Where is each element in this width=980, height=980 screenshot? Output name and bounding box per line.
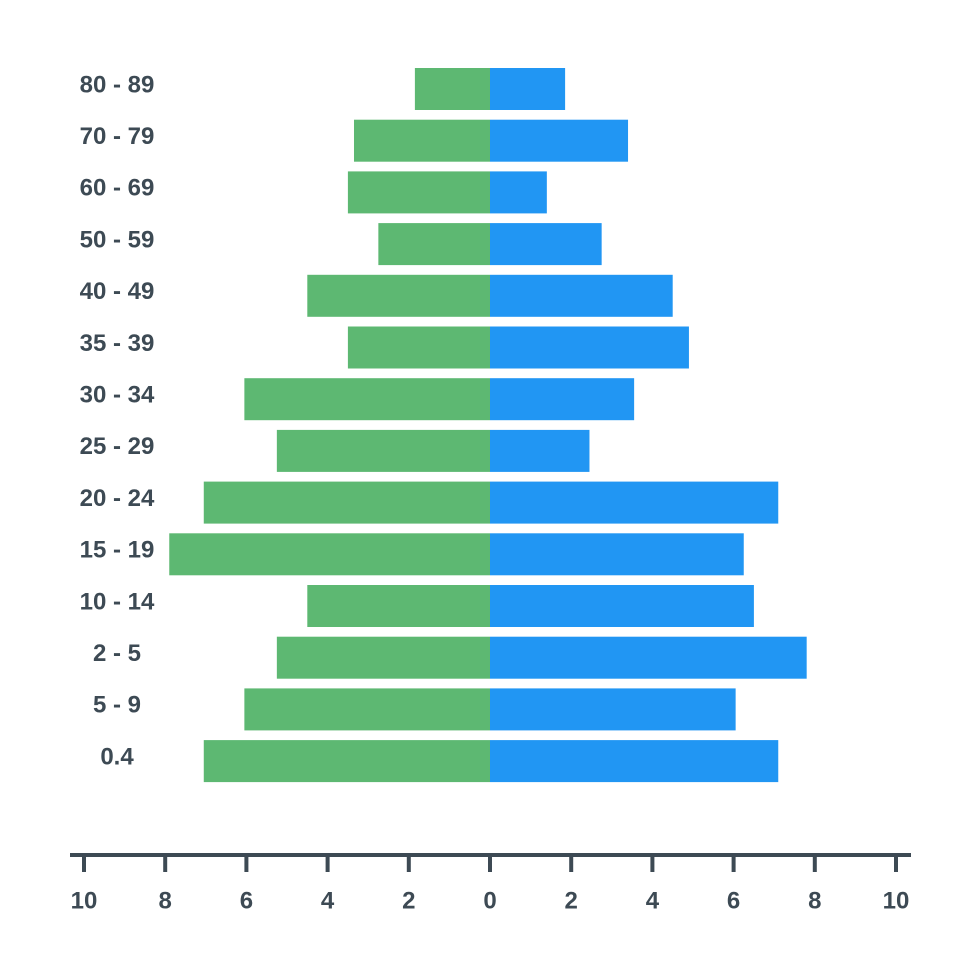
bar xyxy=(490,585,754,627)
x-tick-label: 4 xyxy=(321,887,335,914)
bar xyxy=(353,119,490,162)
bar xyxy=(490,378,635,421)
bar xyxy=(203,481,490,524)
category-label: 80 - 89 xyxy=(80,71,155,98)
bar xyxy=(169,533,490,576)
bar xyxy=(490,429,590,472)
category-label: 5 - 9 xyxy=(93,692,141,719)
category-label: 2 - 5 xyxy=(93,640,141,667)
bar xyxy=(490,171,547,214)
bar xyxy=(203,740,490,783)
bar xyxy=(490,274,673,317)
bar xyxy=(490,533,744,576)
category-label: 40 - 49 xyxy=(80,278,155,305)
x-tick-label: 2 xyxy=(565,887,578,914)
x-tick-label: 0 xyxy=(483,887,496,914)
category-label: 15 - 19 xyxy=(80,537,155,564)
category-label: 0.4 xyxy=(100,743,134,770)
category-label: 50 - 59 xyxy=(80,226,155,253)
bar xyxy=(490,740,779,783)
bar xyxy=(490,326,689,369)
x-tick-label: 6 xyxy=(727,887,740,914)
category-label: 20 - 24 xyxy=(80,485,155,512)
bar xyxy=(378,223,490,266)
bar xyxy=(490,68,566,110)
bar xyxy=(490,119,629,162)
x-tick-label: 10 xyxy=(883,887,910,914)
category-label: 10 - 14 xyxy=(80,588,155,615)
bar xyxy=(244,688,490,731)
category-label: 35 - 39 xyxy=(80,330,155,357)
category-label: 70 - 79 xyxy=(80,123,155,150)
bar xyxy=(490,636,807,679)
bar xyxy=(307,585,490,627)
x-tick-label: 10 xyxy=(71,887,98,914)
x-tick-label: 2 xyxy=(402,887,415,914)
category-label: 30 - 34 xyxy=(80,382,155,409)
x-tick-label: 4 xyxy=(646,887,660,914)
bar xyxy=(276,636,490,679)
bar xyxy=(490,688,736,731)
bar xyxy=(414,68,490,110)
bar xyxy=(347,326,490,369)
bar xyxy=(307,274,490,317)
bar xyxy=(490,481,779,524)
bar xyxy=(276,429,490,472)
bar xyxy=(244,378,490,421)
x-tick-label: 8 xyxy=(808,887,821,914)
bar xyxy=(347,171,490,214)
category-label: 60 - 69 xyxy=(80,175,155,202)
x-tick-label: 6 xyxy=(240,887,253,914)
category-label: 25 - 29 xyxy=(80,433,155,460)
x-tick-label: 8 xyxy=(159,887,172,914)
bar xyxy=(490,223,602,266)
